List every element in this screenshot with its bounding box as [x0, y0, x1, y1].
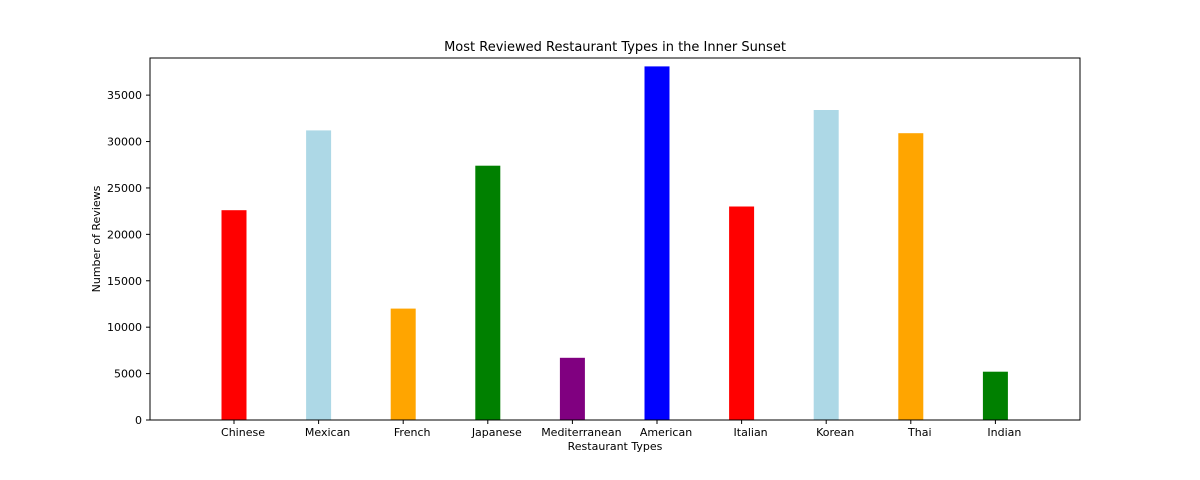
y-tick-label: 0 [135, 414, 142, 427]
x-axis-label: Restaurant Types [568, 440, 663, 453]
chart-title: Most Reviewed Restaurant Types in the In… [444, 40, 786, 55]
x-tick-label-chinese: Chinese [221, 426, 265, 439]
y-tick-label: 5000 [114, 368, 142, 381]
bar-italian [729, 206, 755, 420]
plot-frame [149, 57, 1081, 421]
y-tick-label: 10000 [107, 321, 142, 334]
bar-mexican [306, 130, 332, 420]
x-tick-label-thai: Thai [907, 426, 932, 439]
bar-indian [982, 371, 1008, 420]
bar-thai [898, 133, 924, 420]
plot-area: 0 5000 10000 15000 20000 25000 30000 35000 Chine… [107, 57, 1081, 439]
bar-french [390, 308, 416, 420]
x-tick-label-mediterranean: Mediterranean [541, 426, 621, 439]
x-tick-label-mexican: Mexican [305, 426, 350, 439]
bar-mediterranean [559, 357, 585, 420]
y-axis-label: Number of Reviews [90, 185, 103, 292]
bar-chinese [221, 210, 247, 420]
x-tick-label-french: French [394, 426, 431, 439]
x-tick-label-indian: Indian [987, 426, 1021, 439]
bar-american [644, 66, 670, 421]
bar-japanese [475, 165, 501, 420]
y-tick-label: 35000 [107, 89, 142, 102]
x-tick-label-korean: Korean [816, 426, 854, 439]
x-tick-label-japanese: Japanese [471, 426, 522, 439]
x-tick-label-american: American [640, 426, 692, 439]
y-tick-label: 20000 [107, 228, 142, 241]
y-tick-label: 30000 [107, 136, 142, 149]
y-tick-label: 15000 [107, 275, 142, 288]
y-tick-label: 25000 [107, 182, 142, 195]
x-tick-label-italian: Italian [734, 426, 768, 439]
bar-korean [813, 110, 839, 420]
